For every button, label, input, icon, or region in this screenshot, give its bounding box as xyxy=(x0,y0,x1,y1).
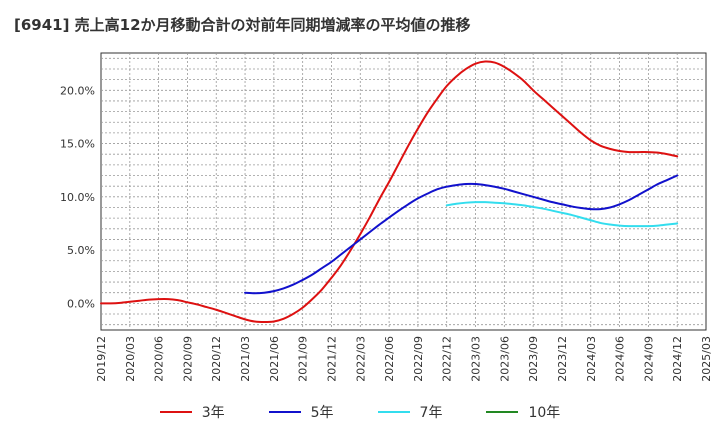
x-tick-label: 2023/03 xyxy=(470,336,483,382)
x-tick-label: 2024/12 xyxy=(671,336,684,382)
x-tick-label: 2024/06 xyxy=(614,336,627,382)
x-tick-label: 2019/12 xyxy=(95,336,108,382)
x-tick-label: 2020/03 xyxy=(124,336,137,382)
x-tick-label: 2022/09 xyxy=(412,336,425,382)
legend-label: 5年 xyxy=(310,405,334,421)
legend-item: 5年 xyxy=(268,402,334,422)
x-tick-label: 2021/12 xyxy=(325,336,338,382)
legend-label: 7年 xyxy=(419,405,443,421)
y-tick-label: 5.0% xyxy=(67,244,95,257)
legend-swatch xyxy=(486,411,519,413)
legend: 3年 5年 7年 10年 xyxy=(0,402,720,422)
x-tick-label: 2023/06 xyxy=(498,336,511,382)
y-tick-label: 10.0% xyxy=(60,191,95,204)
series-line-3年 xyxy=(100,60,679,324)
legend-label: 10年 xyxy=(528,405,561,421)
legend-swatch xyxy=(268,411,301,413)
legend-item: 3年 xyxy=(159,402,225,422)
x-tick-label: 2024/09 xyxy=(642,336,655,382)
chart-title: [6941] 売上高12か月移動合計の対前年同期増減率の平均値の推移 xyxy=(14,16,471,34)
legend-label: 3年 xyxy=(201,405,225,421)
x-tick-label: 2021/06 xyxy=(268,336,281,382)
y-axis-ticks: 0.0% 5.0% 10.0% 15.0% 20.0% xyxy=(60,84,95,310)
legend-swatch xyxy=(159,411,192,413)
legend-item: 10年 xyxy=(486,402,560,422)
x-tick-label: 2021/03 xyxy=(239,336,252,382)
x-tick-label: 2025/03 xyxy=(700,336,713,382)
x-tick-label: 2020/12 xyxy=(210,336,223,382)
x-tick-label: 2021/09 xyxy=(297,336,310,382)
y-tick-label: 20.0% xyxy=(60,84,95,97)
series-lines xyxy=(100,60,679,324)
x-tick-label: 2023/09 xyxy=(527,336,540,382)
grid xyxy=(101,53,706,330)
plot-background xyxy=(100,52,707,331)
x-tick-label: 2020/06 xyxy=(153,336,166,382)
y-tick-label: 0.0% xyxy=(67,297,95,310)
x-tick-label: 2024/03 xyxy=(585,336,598,382)
x-tick-label: 2022/06 xyxy=(383,336,396,382)
series-line-7年 xyxy=(445,201,679,228)
x-tick-label: 2020/09 xyxy=(181,336,194,382)
legend-swatch xyxy=(377,411,410,413)
series-line-5年 xyxy=(244,174,679,295)
y-tick-label: 15.0% xyxy=(60,138,95,151)
x-axis-ticks: 2019/12 2020/03 2020/06 2020/09 2020/12 2021/… xyxy=(95,336,713,382)
x-tick-label: 2022/12 xyxy=(441,336,454,382)
legend-item: 7年 xyxy=(377,402,443,422)
x-tick-label: 2023/12 xyxy=(556,336,569,382)
x-tick-label: 2022/03 xyxy=(354,336,367,382)
